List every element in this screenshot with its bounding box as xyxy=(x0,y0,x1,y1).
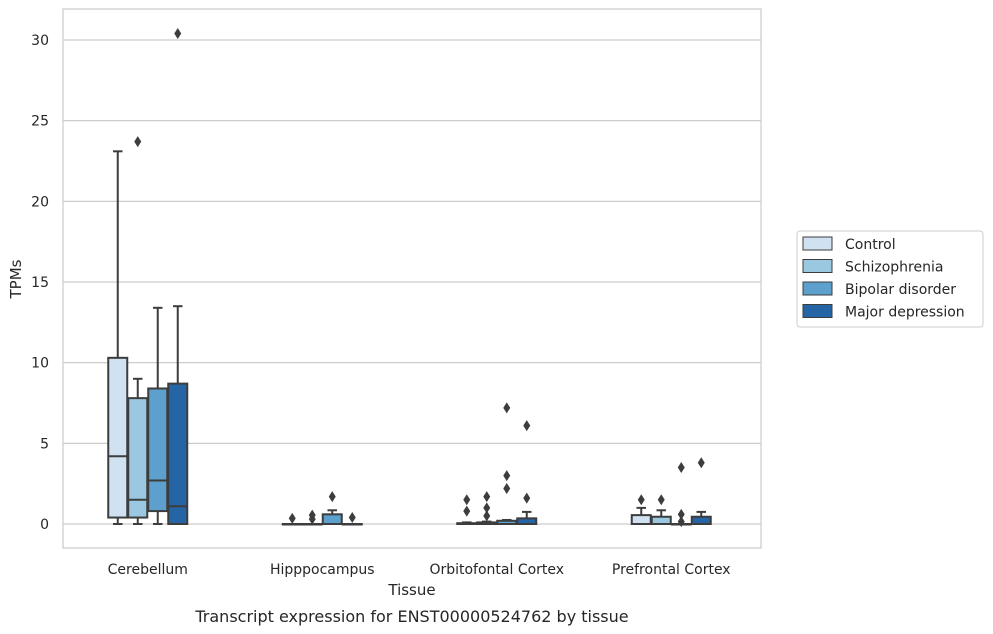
y-tick-label: 20 xyxy=(31,194,49,210)
x-tick-label: Cerebellum xyxy=(108,562,188,578)
legend-label: Major depression xyxy=(845,305,965,321)
outlier-point xyxy=(463,494,471,506)
box xyxy=(147,387,169,513)
box xyxy=(690,515,712,525)
outlier-point xyxy=(503,470,511,482)
legend-frame xyxy=(796,230,984,328)
outlier-point xyxy=(503,483,511,495)
outlier-point xyxy=(288,512,296,524)
outlier-point xyxy=(174,28,182,40)
outlier-point xyxy=(348,512,356,524)
x-tick-labels: Cerebellum Hipppocampus Orbitofontal Corte… xyxy=(108,562,731,578)
outlier-point xyxy=(483,510,491,522)
chart-caption: Transcript expression for ENST0000052476… xyxy=(194,607,628,626)
y-tick-label: 15 xyxy=(31,275,49,291)
legend-swatch xyxy=(802,281,833,296)
outlier-point xyxy=(134,136,142,148)
series-control xyxy=(107,150,652,526)
series-major-depression xyxy=(167,28,712,526)
box xyxy=(167,382,189,526)
series-schizophrenia xyxy=(127,136,672,526)
y-tick-label: 0 xyxy=(40,517,49,533)
x-tick-label: Hipppocampus xyxy=(270,562,375,578)
plot-frame xyxy=(62,8,762,549)
y-tick-label: 30 xyxy=(31,33,49,49)
legend-swatch xyxy=(802,304,833,318)
outlier-point xyxy=(483,491,491,503)
outlier-point xyxy=(523,492,531,504)
outlier-point xyxy=(657,494,665,506)
outlier-point xyxy=(463,505,471,517)
legend-label: Control xyxy=(845,237,896,253)
legend-label: Bipolar disorder xyxy=(845,282,956,298)
series-bipolar-disorder xyxy=(147,306,692,528)
outlier-point xyxy=(523,420,531,432)
y-axis-label: TPMs xyxy=(7,259,25,299)
outlier-point xyxy=(677,516,685,528)
box xyxy=(107,356,129,519)
legend-label: Schizophrenia xyxy=(845,260,943,276)
box xyxy=(650,515,672,525)
outlier-point xyxy=(677,508,685,520)
outlier-point xyxy=(308,509,316,521)
box xyxy=(321,513,343,526)
outlier-point xyxy=(503,402,511,414)
box-series xyxy=(107,28,712,528)
y-tick-label: 25 xyxy=(31,114,49,130)
outlier-point xyxy=(483,502,491,514)
box xyxy=(630,514,652,525)
x-tick-label: Prefrontal Cortex xyxy=(612,562,731,578)
outlier-point xyxy=(637,494,645,506)
y-tick-label: 5 xyxy=(40,436,49,452)
x-tick-label: Orbitofontal Cortex xyxy=(429,562,564,578)
y-tick-labels: 0 5 10 15 20 25 30 xyxy=(31,33,49,533)
legend-swatch xyxy=(802,236,833,251)
outlier-point xyxy=(328,491,336,503)
legend-swatch xyxy=(802,259,833,273)
x-axis-label: Tissue xyxy=(387,581,435,599)
y-tick-label: 10 xyxy=(31,356,49,372)
outlier-point xyxy=(677,462,685,474)
outlier-point xyxy=(697,457,705,469)
legend: Control Schizophrenia Bipolar disorder Majo… xyxy=(796,230,984,328)
